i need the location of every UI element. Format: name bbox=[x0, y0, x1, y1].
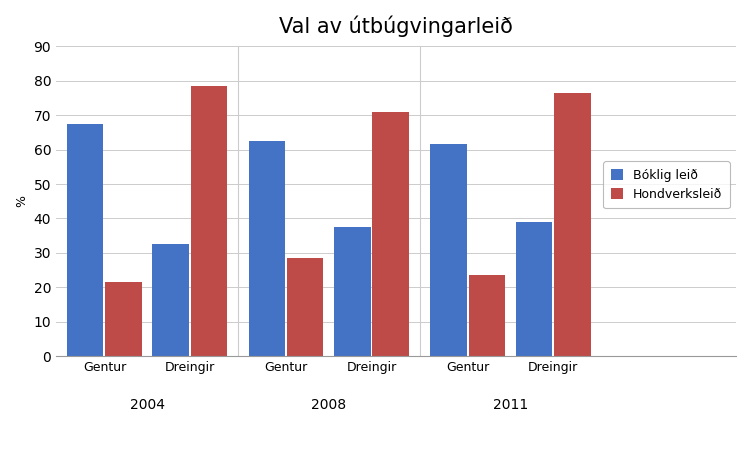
Bar bbox=[372, 112, 409, 356]
Bar bbox=[430, 144, 466, 356]
Title: Val av útbúgvingarleið: Val av útbúgvingarleið bbox=[279, 15, 513, 36]
Bar bbox=[105, 282, 142, 356]
Bar bbox=[67, 124, 104, 356]
Bar bbox=[516, 222, 552, 356]
Bar bbox=[249, 141, 285, 356]
Bar bbox=[152, 244, 189, 356]
Bar bbox=[191, 86, 228, 356]
Bar bbox=[334, 227, 370, 356]
Text: 2004: 2004 bbox=[130, 398, 164, 412]
Bar bbox=[469, 275, 505, 356]
Bar bbox=[554, 93, 590, 356]
Bar bbox=[287, 258, 324, 356]
Y-axis label: %: % bbox=[15, 195, 28, 207]
Text: 2011: 2011 bbox=[493, 398, 528, 412]
Text: 2008: 2008 bbox=[311, 398, 346, 412]
Legend: Bóklig leið, Hondverksleið: Bóklig leið, Hondverksleið bbox=[603, 161, 730, 208]
